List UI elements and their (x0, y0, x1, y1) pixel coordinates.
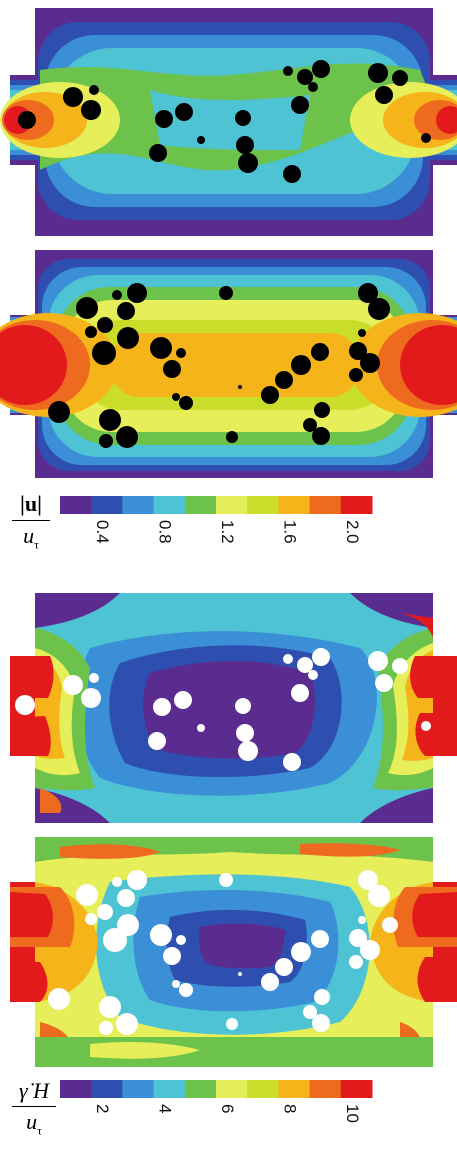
shear-contour-plot-2 (10, 837, 457, 1067)
shear-colorbar-scale: 2 4 6 8 10 (60, 1080, 373, 1123)
shear-color-swatch (278, 1080, 311, 1098)
shear-color-swatch (309, 1080, 342, 1098)
shear-label-denominator: uτ (12, 1107, 56, 1145)
velocity-color-swatch (122, 496, 155, 514)
shear-contours (10, 837, 457, 1067)
velocity-color-swatch (247, 496, 279, 514)
shear-field-panel-2 (0, 832, 457, 1072)
velocity-colorbar-label: |u| uτ (12, 488, 50, 559)
velocity-colorbar-scale: 0.4 0.8 1.2 1.6 2.0 (60, 496, 373, 544)
velocity-label-numerator: |u| (12, 488, 50, 521)
shear-label-denominator-sub: τ (37, 1123, 42, 1138)
shear-field-panel-1 (0, 588, 457, 828)
shear-colorbar-label: γ̇ H uτ (12, 1076, 56, 1145)
velocity-label-denominator-symbol: u (23, 523, 35, 548)
velocity-color-swatch (340, 496, 373, 514)
velocity-color-swatch (309, 496, 342, 514)
velocity-contours (0, 22, 457, 220)
velocity-color-swatch (91, 496, 123, 514)
shear-label-numerator: γ̇ H (12, 1076, 56, 1107)
shear-color-swatch (247, 1080, 279, 1098)
velocity-contour-plot-2 (0, 250, 457, 478)
velocity-color-swatch (153, 496, 186, 514)
particles (48, 870, 398, 1035)
particles (48, 283, 390, 448)
velocity-tick-label: 1.2 (218, 520, 237, 544)
velocity-label-denominator-sub: τ (34, 537, 39, 552)
velocity-color-swatch (216, 496, 248, 514)
shear-color-swatch (122, 1080, 155, 1098)
shear-color-swatch (91, 1080, 123, 1098)
shear-color-swatch (340, 1080, 373, 1098)
velocity-tick-label: 1.6 (280, 520, 299, 544)
shear-contour-plot-1 (10, 593, 457, 823)
shear-tick-label: 2 (93, 1104, 112, 1113)
particles (15, 648, 431, 771)
shear-tick-label: 4 (156, 1104, 175, 1113)
velocity-tick-label: 0.8 (156, 520, 175, 544)
shear-color-swatch (60, 1080, 92, 1098)
velocity-contour-plot-1 (0, 8, 457, 236)
velocity-label-denominator: uτ (12, 521, 50, 559)
velocity-tick-label: 0.4 (93, 520, 112, 544)
shear-tick-label: 6 (218, 1104, 237, 1113)
shear-color-swatch (153, 1080, 186, 1098)
particles (18, 60, 431, 183)
shear-color-swatch (184, 1080, 217, 1098)
shear-colorbar: γ̇ H uτ 2 4 6 8 10 (0, 1076, 457, 1149)
velocity-color-swatch (184, 496, 217, 514)
shear-color-swatch (216, 1080, 248, 1098)
velocity-field-panel-1 (0, 0, 457, 240)
shear-tick-label: 8 (280, 1104, 299, 1113)
velocity-contours (0, 259, 457, 471)
velocity-color-swatch (60, 496, 92, 514)
velocity-colorbar: |u| uτ 0.4 0.8 1.2 1.6 2.0 (0, 488, 457, 583)
shear-label-denominator-symbol: u (26, 1109, 38, 1134)
velocity-tick-label: 2.0 (343, 520, 362, 544)
shear-tick-label: 10 (343, 1104, 362, 1123)
velocity-field-panel-2 (0, 245, 457, 483)
velocity-color-swatch (278, 496, 311, 514)
